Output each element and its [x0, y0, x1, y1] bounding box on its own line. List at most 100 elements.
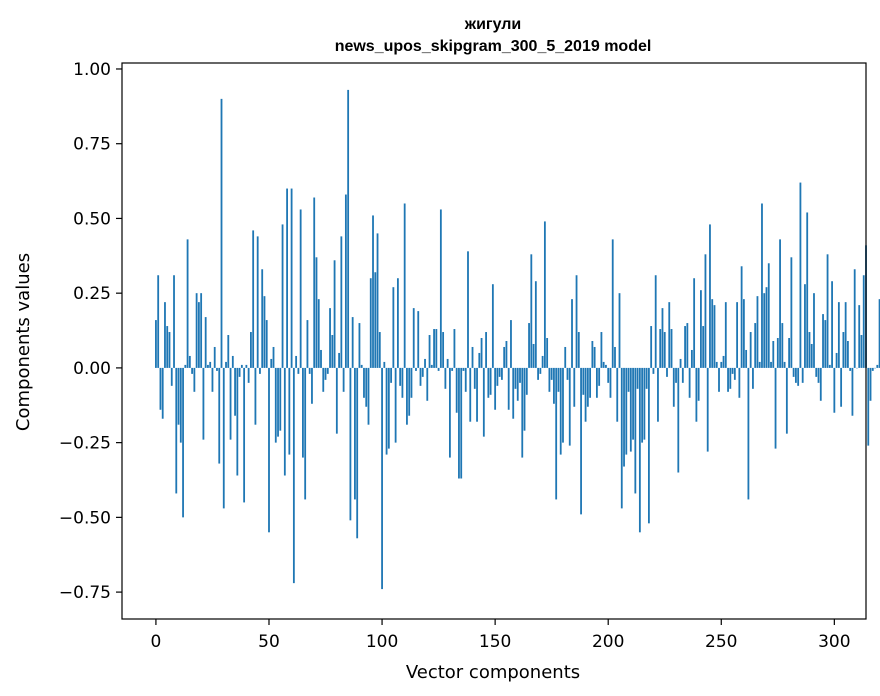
bar — [234, 367, 236, 416]
bar — [290, 188, 293, 368]
bar — [790, 257, 793, 368]
bar — [225, 361, 227, 368]
bar — [487, 367, 490, 398]
bar — [810, 343, 813, 368]
bar — [195, 293, 198, 368]
bar — [200, 293, 203, 368]
bar — [408, 367, 411, 416]
bar — [460, 367, 463, 479]
bar — [584, 367, 587, 422]
bar — [406, 367, 408, 425]
bar — [288, 367, 291, 455]
bar — [259, 367, 261, 374]
bar — [627, 367, 630, 392]
y-tick-label: 1.00 — [73, 60, 111, 80]
bar — [532, 343, 535, 368]
bar — [550, 367, 553, 380]
bar — [272, 346, 275, 368]
bar — [602, 361, 605, 368]
bar — [372, 215, 374, 368]
bar — [216, 367, 218, 371]
bar — [546, 338, 549, 368]
bar — [833, 367, 836, 413]
bar — [521, 367, 524, 458]
bar — [824, 320, 827, 368]
bar — [292, 367, 295, 584]
bar — [489, 367, 492, 395]
bar — [263, 296, 266, 368]
bar — [179, 367, 182, 443]
bar — [724, 302, 727, 368]
bar — [281, 224, 284, 368]
bar — [514, 367, 517, 389]
bar — [788, 338, 791, 368]
bar — [254, 367, 257, 425]
bar — [645, 367, 648, 389]
x-tick-label: 200 — [592, 632, 624, 652]
bar — [173, 275, 175, 368]
bar — [801, 367, 804, 383]
bar — [485, 332, 487, 368]
bar — [828, 364, 831, 368]
bar — [505, 341, 508, 368]
bar — [772, 341, 775, 368]
bar — [677, 367, 680, 473]
bar — [681, 367, 684, 383]
bar — [175, 367, 178, 494]
bar — [661, 308, 664, 368]
bar — [675, 367, 677, 383]
bar — [442, 332, 445, 368]
bar — [688, 367, 691, 398]
bar — [869, 367, 872, 401]
bar — [360, 364, 363, 368]
y-axis-label: Components values — [13, 253, 34, 431]
bar — [618, 293, 621, 368]
y-tick-label: −0.75 — [59, 583, 111, 603]
bar — [657, 367, 659, 422]
bar — [776, 338, 779, 368]
bar — [607, 367, 610, 383]
bar — [390, 367, 393, 383]
bar — [598, 367, 601, 386]
bar — [575, 275, 578, 368]
x-tick-label: 250 — [705, 632, 737, 652]
bar — [229, 367, 232, 440]
bar — [797, 367, 800, 386]
bar — [516, 367, 519, 401]
bar — [157, 275, 160, 368]
y-tick-label: 0.00 — [73, 359, 111, 379]
bar — [620, 367, 623, 509]
bar — [815, 367, 818, 377]
bar — [227, 335, 230, 368]
bar — [311, 367, 313, 404]
bar — [593, 346, 596, 368]
bar — [279, 367, 282, 431]
bar — [718, 367, 720, 392]
bar — [417, 311, 420, 368]
bar — [711, 299, 714, 368]
y-tick-label: −0.50 — [59, 508, 111, 528]
bar — [326, 367, 329, 374]
bar — [700, 290, 702, 368]
bar — [767, 263, 770, 368]
bar — [424, 358, 426, 368]
bar — [306, 320, 309, 368]
bar — [220, 98, 223, 368]
bar — [304, 367, 307, 500]
bar — [862, 275, 865, 368]
bar — [283, 367, 286, 476]
bar — [369, 278, 372, 368]
bar — [313, 197, 316, 368]
bar — [878, 299, 880, 368]
bar — [580, 367, 582, 515]
bar — [826, 254, 829, 368]
bar — [672, 367, 675, 407]
bar — [539, 367, 542, 374]
bar — [720, 361, 723, 368]
bar — [374, 272, 377, 368]
bar — [632, 367, 634, 440]
bar — [693, 278, 696, 368]
bar — [541, 355, 544, 368]
bar — [794, 367, 797, 383]
